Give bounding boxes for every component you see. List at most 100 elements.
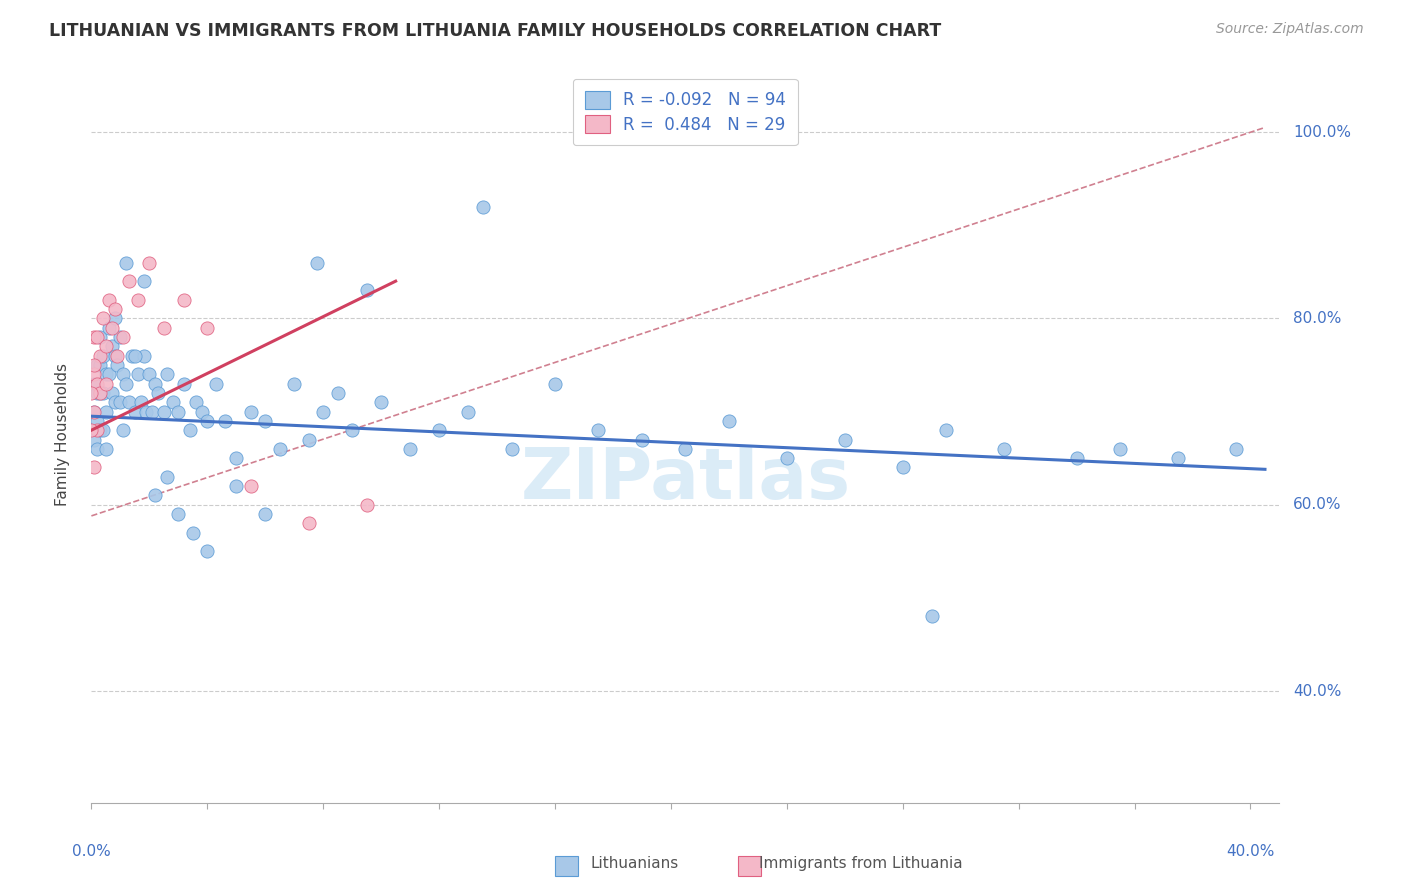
Point — [94, 376, 117, 391]
Point — [173, 376, 195, 391]
Point — [1225, 442, 1247, 456]
Point — [138, 255, 160, 269]
Point — [370, 395, 392, 409]
Point — [143, 376, 166, 391]
Point — [118, 274, 141, 288]
Point — [153, 320, 176, 334]
Point — [83, 433, 105, 447]
Point — [269, 442, 291, 456]
Point — [146, 386, 169, 401]
Point — [1109, 442, 1132, 456]
Point — [97, 293, 120, 307]
Point — [100, 339, 122, 353]
Point — [112, 423, 135, 437]
Point — [173, 293, 195, 307]
Point — [298, 433, 321, 447]
Point — [588, 423, 610, 437]
Point — [83, 330, 105, 344]
Text: 40.0%: 40.0% — [1226, 845, 1275, 860]
Point — [103, 395, 125, 409]
Point — [283, 376, 305, 391]
Text: ZIPatlas: ZIPatlas — [520, 444, 851, 514]
Point — [86, 358, 108, 372]
Point — [153, 404, 176, 418]
Point — [132, 274, 155, 288]
Point — [91, 349, 114, 363]
Point — [356, 498, 378, 512]
Point — [162, 395, 184, 409]
Point — [83, 358, 105, 372]
Text: 100.0%: 100.0% — [1294, 125, 1351, 140]
Point — [190, 404, 212, 418]
Point — [298, 516, 321, 531]
Point — [195, 544, 218, 558]
Point — [141, 404, 163, 418]
Point — [673, 442, 696, 456]
Point — [91, 423, 114, 437]
Point — [717, 414, 740, 428]
Point — [94, 339, 117, 353]
Point — [94, 368, 117, 382]
Y-axis label: Family Households: Family Households — [55, 363, 70, 507]
Point — [86, 442, 108, 456]
Point — [83, 404, 105, 418]
Point — [80, 386, 103, 401]
Point — [83, 404, 105, 418]
Text: 0.0%: 0.0% — [72, 845, 111, 860]
Point — [399, 442, 422, 456]
Legend: R = -0.092   N = 94, R =  0.484   N = 29: R = -0.092 N = 94, R = 0.484 N = 29 — [574, 78, 797, 145]
Point — [127, 368, 149, 382]
Point — [107, 358, 129, 372]
Point — [254, 507, 277, 521]
Point — [239, 479, 262, 493]
Point — [195, 320, 218, 334]
Point — [115, 376, 138, 391]
Point — [205, 376, 228, 391]
Point — [118, 395, 141, 409]
Point — [89, 358, 111, 372]
Point — [127, 293, 149, 307]
Point — [86, 330, 108, 344]
Point — [115, 255, 138, 269]
Text: 60.0%: 60.0% — [1294, 497, 1341, 512]
Point — [225, 479, 247, 493]
Point — [1066, 451, 1088, 466]
Point — [112, 330, 135, 344]
Point — [97, 320, 120, 334]
Point — [135, 404, 157, 418]
Point — [83, 376, 105, 391]
Point — [776, 451, 799, 466]
Point — [91, 311, 114, 326]
Point — [103, 311, 125, 326]
Point — [427, 423, 450, 437]
Point — [80, 423, 103, 437]
Point — [921, 609, 943, 624]
Point — [124, 404, 146, 418]
Text: 40.0%: 40.0% — [1294, 683, 1341, 698]
Point — [307, 255, 329, 269]
Point — [935, 423, 957, 437]
Point — [326, 386, 349, 401]
Text: Immigrants from Lithuania: Immigrants from Lithuania — [759, 856, 963, 871]
Point — [86, 386, 108, 401]
Point — [121, 349, 143, 363]
Point — [993, 442, 1015, 456]
Point — [239, 404, 262, 418]
Point — [181, 525, 204, 540]
Point — [471, 200, 494, 214]
Point — [129, 395, 152, 409]
Point — [107, 349, 129, 363]
Point — [156, 469, 179, 483]
Point — [83, 460, 105, 475]
Point — [834, 433, 856, 447]
Point — [1167, 451, 1189, 466]
Point — [97, 368, 120, 382]
Point — [103, 349, 125, 363]
Point — [110, 395, 132, 409]
Point — [89, 330, 111, 344]
Point — [100, 320, 122, 334]
Point — [195, 414, 218, 428]
Point — [254, 414, 277, 428]
Point — [110, 330, 132, 344]
Point — [340, 423, 363, 437]
